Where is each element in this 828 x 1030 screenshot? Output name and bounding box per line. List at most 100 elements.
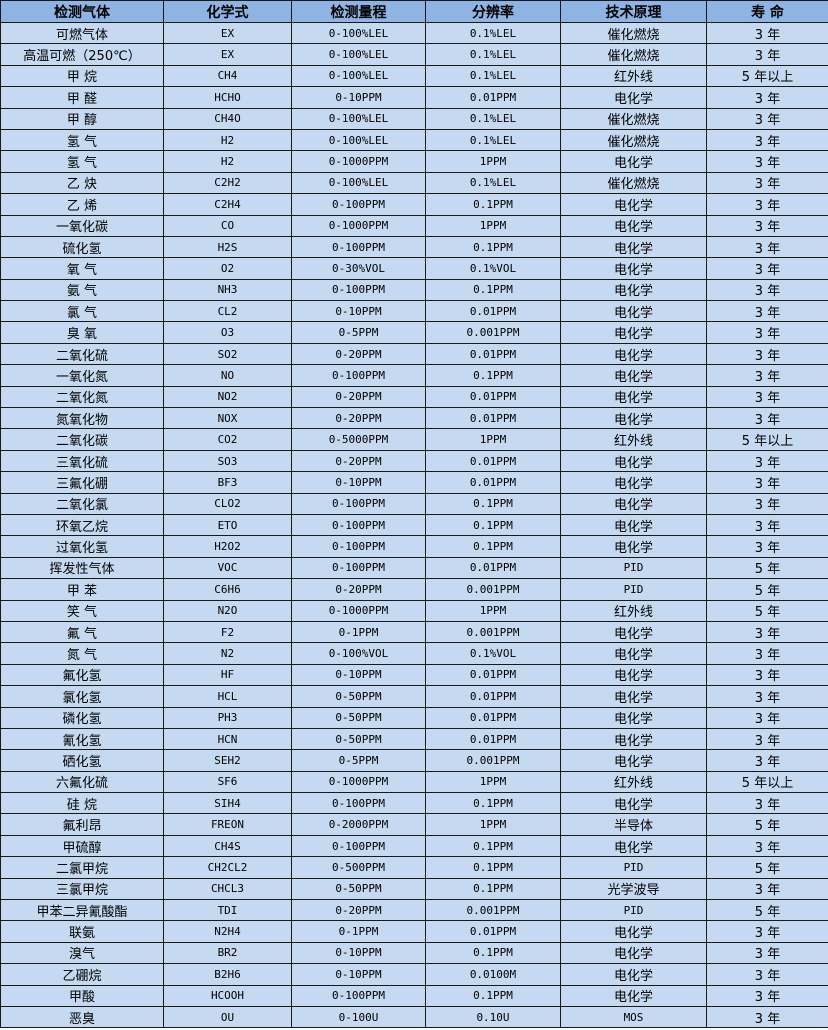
resolution-cell: 1PPM	[425, 770, 561, 794]
formula-cell: CO	[163, 214, 292, 237]
principle-cell: 电化学	[560, 407, 707, 430]
principle-cell: 红外线	[560, 599, 707, 622]
resolution-cell: 0.1%LEL	[425, 171, 561, 195]
lifespan-cell: 3 年	[706, 193, 828, 216]
resolution-cell: 0.1PPM	[425, 535, 561, 558]
principle-cell: 电化学	[560, 685, 707, 708]
principle-cell: 催化燃烧	[560, 43, 707, 66]
lifespan-cell: 3 年	[706, 257, 828, 280]
range-cell: 0-100%LEL	[291, 128, 426, 152]
principle-cell: 电化学	[560, 984, 707, 1007]
gas-cell: 三氟化硼	[0, 471, 164, 494]
table-row: 笑 气 N2O 0-1000PPM 1PPM 红外线 5 年	[0, 599, 828, 622]
resolution-cell: 0.1PPM	[425, 856, 561, 879]
formula-cell: CH4S	[163, 834, 292, 858]
range-cell: 0-1PPM	[291, 920, 426, 943]
gas-cell: 硒化氢	[0, 749, 164, 772]
gas-cell: 联氨	[0, 920, 164, 943]
formula-cell: C2H4	[163, 193, 292, 216]
lifespan-cell: 5 年	[706, 856, 828, 879]
lifespan-cell: 3 年	[706, 235, 828, 259]
table-row: 二氧化硫 SO2 0-20PPM 0.01PPM 电化学 3 年	[0, 342, 828, 366]
table-row: 氮氧化物 NOX 0-20PPM 0.01PPM 电化学 3 年	[0, 407, 828, 430]
lifespan-cell: 5 年以上	[706, 770, 828, 794]
principle-cell: 电化学	[560, 257, 707, 280]
principle-cell: 电化学	[560, 385, 707, 409]
principle-cell: 电化学	[560, 492, 707, 515]
resolution-cell: 0.1PPM	[425, 792, 561, 815]
table-row: 甲苯二异氰酸酯 TDI 0-20PPM 0.001PPM PID 5 年	[0, 899, 828, 922]
table-row: 氢 气 H2 0-100%LEL 0.1%LEL 催化燃烧 3 年	[0, 128, 828, 152]
range-cell: 0-50PPM	[291, 877, 426, 901]
gas-cell: 甲 醇	[0, 107, 164, 130]
table-row: 氯化氢 HCL 0-50PPM 0.01PPM 电化学 3 年	[0, 685, 828, 708]
header-lifespan: 寿 命	[706, 0, 828, 23]
gas-cell: 甲 烷	[0, 64, 164, 88]
table-row: 氮 气 N2 0-100%VOL 0.1%VOL 电化学 3 年	[0, 642, 828, 665]
range-cell: 0-10PPM	[291, 471, 426, 494]
resolution-cell: 1PPM	[425, 428, 561, 451]
range-cell: 0-1000PPM	[291, 214, 426, 237]
formula-cell: HCOOH	[163, 984, 292, 1007]
table-row: 恶臭 OU 0-100U 0.10U MOS 3 年	[0, 1005, 828, 1029]
gas-cell: 溴气	[0, 941, 164, 965]
gas-cell: 二氧化氮	[0, 385, 164, 409]
table-row: 氟 气 F2 0-1PPM 0.001PPM 电化学 3 年	[0, 620, 828, 644]
range-cell: 0-100%LEL	[291, 64, 426, 88]
resolution-cell: 1PPM	[425, 150, 561, 173]
formula-cell: NO	[163, 364, 292, 387]
gas-cell: 恶臭	[0, 1005, 164, 1029]
lifespan-cell: 3 年	[706, 364, 828, 387]
formula-cell: H2S	[163, 235, 292, 259]
formula-cell: HCHO	[163, 86, 292, 109]
table-row: 可燃气体 EX 0-100%LEL 0.1%LEL 催化燃烧 3 年	[0, 21, 828, 45]
resolution-cell: 0.001PPM	[425, 578, 561, 601]
gas-cell: 氟化氢	[0, 663, 164, 687]
formula-cell: N2O	[163, 599, 292, 622]
range-cell: 0-100%LEL	[291, 171, 426, 195]
principle-cell: PID	[560, 856, 707, 879]
gas-cell: 二氯甲烷	[0, 856, 164, 879]
gas-cell: 氢 气	[0, 150, 164, 173]
resolution-cell: 0.1PPM	[425, 877, 561, 901]
principle-cell: 电化学	[560, 364, 707, 387]
gas-cell: 环氧乙烷	[0, 513, 164, 537]
table-row: 乙 炔 C2H2 0-100%LEL 0.1%LEL 催化燃烧 3 年	[0, 171, 828, 195]
range-cell: 0-100PPM	[291, 792, 426, 815]
lifespan-cell: 3 年	[706, 1005, 828, 1029]
gas-cell: 一氧化碳	[0, 214, 164, 237]
resolution-cell: 0.1PPM	[425, 235, 561, 259]
gas-cell: 笑 气	[0, 599, 164, 622]
gas-cell: 六氟化硫	[0, 770, 164, 794]
resolution-cell: 1PPM	[425, 214, 561, 237]
gas-cell: 氟 气	[0, 620, 164, 644]
lifespan-cell: 3 年	[706, 385, 828, 409]
lifespan-cell: 3 年	[706, 407, 828, 430]
formula-cell: HF	[163, 663, 292, 687]
lifespan-cell: 3 年	[706, 920, 828, 943]
resolution-cell: 0.1%LEL	[425, 43, 561, 66]
formula-cell: CH4O	[163, 107, 292, 130]
formula-cell: SO2	[163, 342, 292, 366]
lifespan-cell: 5 年	[706, 899, 828, 922]
principle-cell: PID	[560, 899, 707, 922]
lifespan-cell: 3 年	[706, 150, 828, 173]
resolution-cell: 0.01PPM	[425, 300, 561, 323]
formula-cell: BF3	[163, 471, 292, 494]
table-row: 六氟化硫 SF6 0-1000PPM 1PPM 红外线 5 年以上	[0, 770, 828, 794]
range-cell: 0-100PPM	[291, 556, 426, 580]
formula-cell: EX	[163, 43, 292, 66]
range-cell: 0-100PPM	[291, 235, 426, 259]
lifespan-cell: 3 年	[706, 963, 828, 986]
principle-cell: 电化学	[560, 620, 707, 644]
resolution-cell: 0.01PPM	[425, 556, 561, 580]
lifespan-cell: 3 年	[706, 706, 828, 729]
lifespan-cell: 3 年	[706, 86, 828, 109]
resolution-cell: 0.1%LEL	[425, 107, 561, 130]
formula-cell: HCL	[163, 685, 292, 708]
gas-cell: 挥发性气体	[0, 556, 164, 580]
range-cell: 0-1PPM	[291, 620, 426, 644]
resolution-cell: 0.01PPM	[425, 385, 561, 409]
lifespan-cell: 3 年	[706, 449, 828, 473]
